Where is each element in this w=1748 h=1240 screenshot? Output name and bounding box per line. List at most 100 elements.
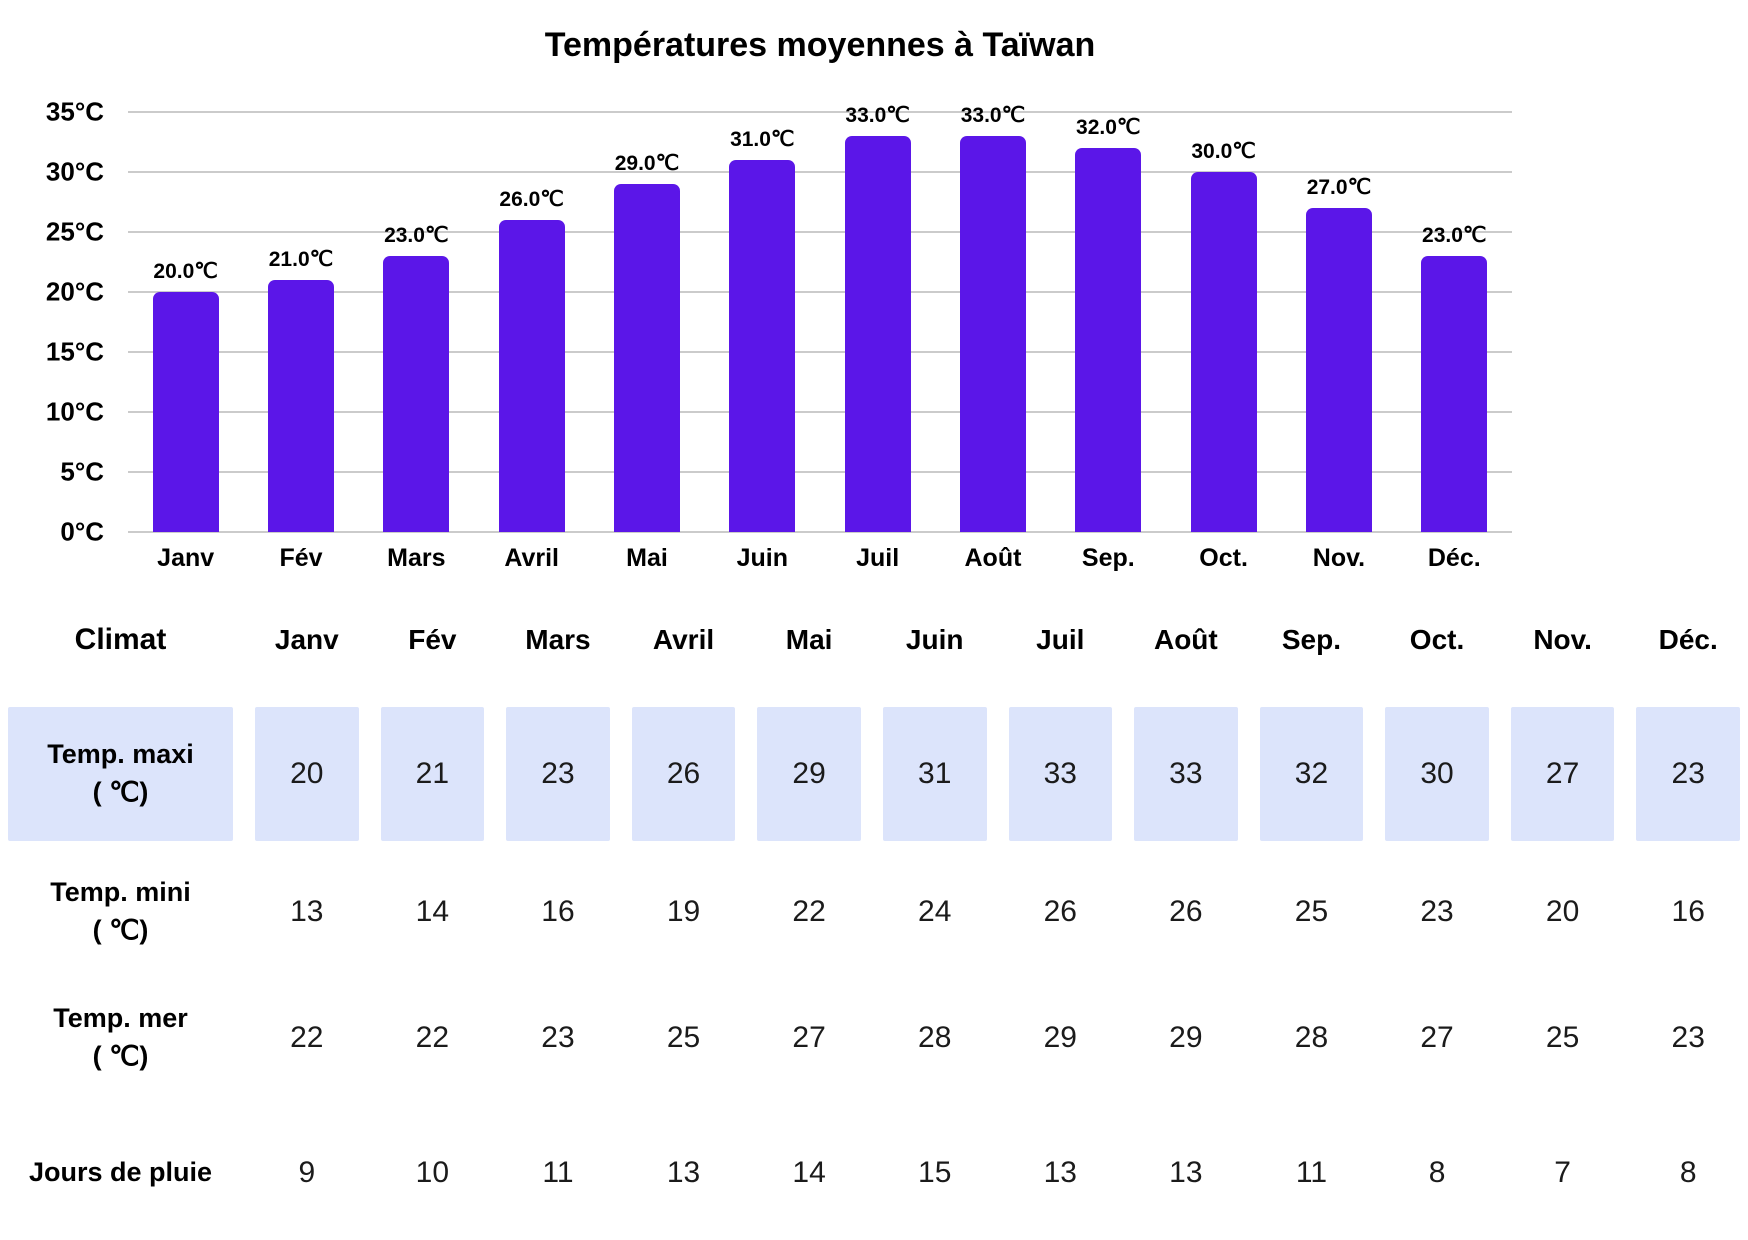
bar-value-label: 23.0℃: [384, 224, 449, 247]
x-axis-label: Juin: [736, 544, 788, 572]
bar-dc: [1421, 256, 1488, 532]
bar-slot: 30.0℃: [1166, 112, 1281, 532]
gridline: [128, 171, 1512, 173]
row-label: Jours de pluie: [8, 1117, 233, 1229]
table-header-month: Août: [1153, 624, 1218, 655]
value-cell: 22: [415, 1021, 450, 1054]
value-cell: 28: [1294, 1021, 1329, 1054]
y-tick-label: 10°C: [45, 396, 104, 427]
bar-janv: [152, 292, 219, 532]
x-axis-label: Fév: [279, 544, 323, 572]
x-axis-label: Juil: [856, 544, 900, 572]
bar-value-label: 27.0℃: [1306, 176, 1372, 199]
gridline: [128, 471, 1512, 473]
x-axis-label: Déc.: [1427, 544, 1481, 572]
value-cell: 28: [918, 1021, 952, 1054]
bar-avril: [498, 220, 565, 532]
y-tick-label: 25°C: [45, 216, 104, 247]
value-cell: 24: [918, 895, 952, 928]
bar-slot: 33.0℃: [820, 104, 935, 532]
table-header-month: Mars: [525, 624, 591, 655]
table-header-month: Juil: [1036, 624, 1085, 655]
value-cell: 25: [666, 1021, 701, 1054]
row-label-line1: Jours de pluie: [28, 1157, 213, 1188]
bar-aot: [959, 136, 1026, 532]
row-label-line1: Temp. mini: [50, 877, 191, 908]
table-header-row: Climat Janv Fév Mars Avril Mai Juin Juil Août Sep…: [8, 611, 1740, 669]
value-cell: 27: [1510, 707, 1615, 841]
value-cell: 33: [1134, 707, 1238, 841]
value-cell: 31: [882, 707, 987, 841]
value-cell: 8: [1428, 1156, 1446, 1189]
value-cell: 25: [1545, 1021, 1580, 1054]
bar-slot: 23.0℃: [1397, 112, 1512, 532]
value-cell: 14: [415, 895, 450, 928]
gridline: [128, 231, 1512, 233]
chart-title: Températures moyennes à Taïwan: [544, 26, 1096, 64]
table-header-month: Déc.: [1658, 624, 1718, 655]
table-header-climat: Climat: [74, 623, 167, 656]
table-header-month: Mai: [785, 624, 833, 655]
value-cell: 14: [792, 1156, 826, 1189]
value-cell: 13: [1043, 1156, 1077, 1189]
bar-sep: [1075, 148, 1142, 532]
row-label-line2: ( ℃): [92, 777, 149, 807]
bar-juil: [844, 136, 911, 532]
x-axis-label: Janv: [157, 544, 215, 572]
x-axis-label: Mars: [387, 544, 446, 572]
x-axis-label: Mai: [626, 544, 668, 572]
table-header-month: Sep.: [1281, 624, 1342, 655]
y-tick-label: 0°C: [60, 516, 104, 547]
value-cell: 29: [1043, 1021, 1077, 1054]
gridline: [128, 411, 1512, 413]
value-cell: 26: [1043, 895, 1077, 928]
bar-value-label: 29.0℃: [614, 152, 680, 176]
y-tick-label: 5°C: [60, 456, 104, 487]
bar-slot: 27.0℃: [1281, 112, 1396, 532]
chart-plot-area: 35°C 30°C 25°C 20°C 15°C 10°C 5°C 0°C 20.0℃ 21.0…: [46, 97, 1512, 547]
value-cell: 20: [1545, 895, 1580, 928]
gridline: [128, 351, 1512, 353]
table-row: Temp. mini ( ℃) 13 14 16 19 22 24 26 26 25 23 20 16: [8, 849, 1740, 975]
table-header-month: Janv: [274, 624, 339, 655]
row-label-line1: Temp. mer: [53, 1003, 188, 1034]
value-cell: 27: [1420, 1021, 1454, 1054]
x-axis-label: Août: [964, 544, 1022, 572]
value-cell: 29: [1169, 1021, 1203, 1054]
gridline: [128, 531, 1512, 533]
value-cell: 16: [541, 895, 575, 928]
bar-mai: [613, 184, 680, 532]
value-cell: 22: [290, 1021, 324, 1054]
value-cell: 22: [792, 895, 826, 928]
bar-value-label: 32.0℃: [1076, 116, 1141, 139]
y-tick-label: 15°C: [45, 336, 104, 367]
row-label-line2: ( ℃): [92, 915, 149, 945]
table-header-month: Juin: [905, 624, 964, 655]
value-cell: 7: [1554, 1156, 1571, 1189]
bar-value-label: 23.0℃: [1422, 224, 1487, 247]
y-tick-label: 20°C: [45, 276, 104, 307]
bar-oct: [1190, 172, 1257, 532]
value-cell: 29: [757, 707, 861, 841]
value-cell: 23: [1420, 895, 1454, 928]
bar-slot: 31.0℃: [705, 112, 820, 532]
value-cell: 10: [415, 1156, 450, 1189]
bar-value-label: 30.0℃: [1191, 140, 1256, 163]
value-cell: 30: [1385, 707, 1489, 841]
bar-slot: 26.0℃: [474, 112, 589, 532]
gridline: [128, 111, 1512, 113]
x-axis-label: Avril: [504, 544, 559, 572]
row-label-line2: ( ℃): [92, 1041, 149, 1071]
value-cell: 13: [290, 895, 324, 928]
value-cell: 23: [541, 1021, 575, 1054]
bar-value-label: 33.0℃: [845, 104, 910, 127]
temperature-chart: Températures moyennes à Taïwan 35°C 30°C 2…: [0, 0, 1748, 573]
table-row: Jours de pluie 9 10 11 13 14 15 13 13 11 8 7 8: [8, 1117, 1740, 1229]
chart-bars: 20.0℃ 21.0℃ 23.0℃ 26.0℃ 29.0℃ 31.0℃ 33.0℃ 33.0℃…: [128, 104, 1512, 532]
bar-value-label: 21.0℃: [268, 248, 334, 271]
value-cell: 9: [298, 1156, 316, 1189]
bar-value-label: 31.0℃: [730, 128, 795, 151]
value-cell: 20: [255, 707, 359, 841]
value-cell: 26: [631, 707, 736, 841]
